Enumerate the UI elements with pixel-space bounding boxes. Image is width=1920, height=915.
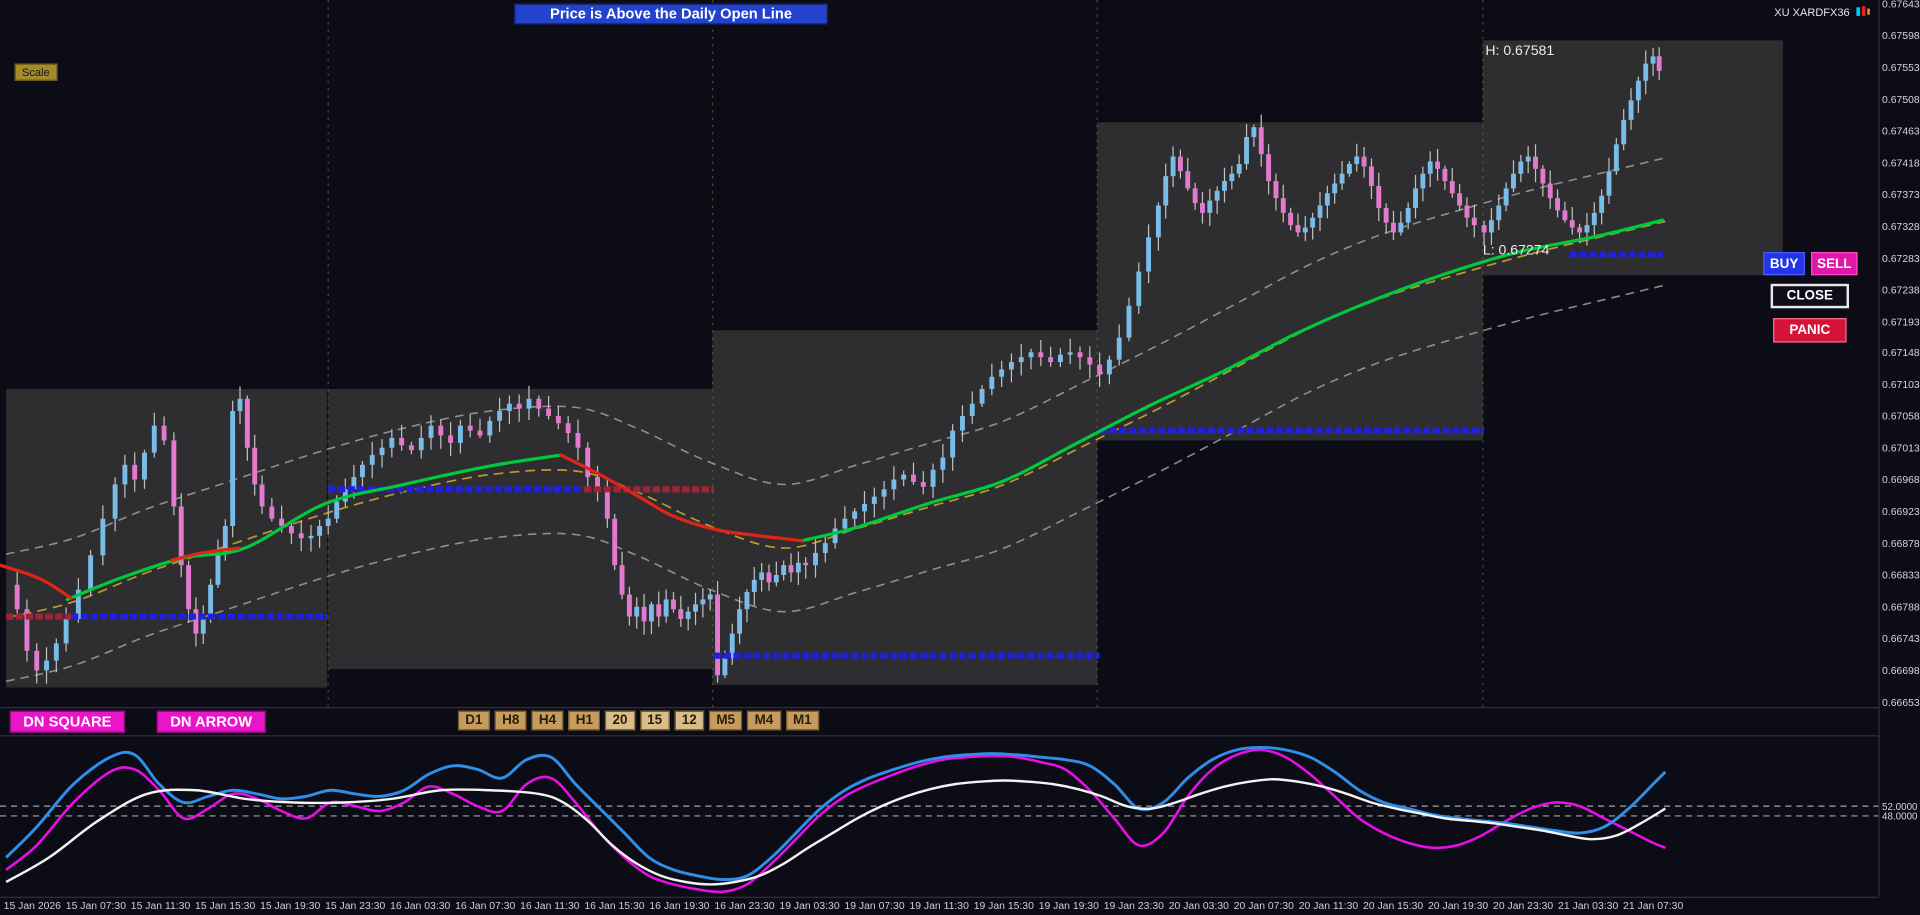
time-tick: 15 Jan 11:30 [130, 899, 191, 912]
price-tick: 0.66743 [1882, 632, 1920, 645]
timeframe-button-20[interactable]: 20 [605, 710, 635, 731]
price-tick: 0.66833 [1882, 569, 1920, 582]
price-tick: 0.67328 [1882, 219, 1920, 233]
timeframe-button-h1[interactable]: H1 [568, 710, 601, 731]
panic-button[interactable]: PANIC [1773, 318, 1847, 343]
price-tick: 0.66923 [1882, 505, 1920, 518]
time-tick: 16 Jan 23:30 [714, 899, 775, 912]
dn-square-button[interactable]: DN SQUARE [9, 710, 125, 733]
timeframe-button-m4[interactable]: M4 [747, 710, 781, 731]
time-tick: 16 Jan 11:30 [520, 899, 580, 912]
timeframe-button-15[interactable]: 15 [639, 710, 670, 731]
time-tick: 15 Jan 23:30 [325, 899, 386, 912]
oscillator-level-label: 48.0000 [1882, 811, 1918, 823]
price-axis[interactable]: 0.67643 0.67598 0.67553 0.67508 0.67463 0.674… [1882, 0, 1920, 708]
price-tick: 0.67283 [1882, 251, 1920, 264]
price-tick: 0.67013 [1882, 442, 1920, 455]
price-tick: 0.67238 [1882, 283, 1920, 296]
price-tick: 0.67103 [1882, 378, 1920, 391]
time-tick: 20 Jan 07:30 [1233, 899, 1294, 912]
timeframe-toolbar: D1 H8 H4 H1 20 15 12 M5 M4 M1 [457, 710, 819, 731]
daily-open-banner: Price is Above the Daily Open Line [514, 3, 828, 25]
sell-button[interactable]: SELL [1811, 251, 1858, 276]
time-tick: 15 Jan 15:30 [195, 899, 256, 912]
price-tick: 0.67148 [1882, 346, 1920, 360]
price-tick: 0.66653 [1882, 696, 1920, 709]
symbol-label: XU XARDFX36 [1774, 5, 1870, 18]
close-button[interactable]: CLOSE [1770, 283, 1849, 309]
time-tick: 19 Jan 23:30 [1103, 899, 1164, 912]
time-tick: 19 Jan 15:30 [973, 899, 1034, 912]
scale-button[interactable]: Scale [14, 63, 57, 81]
timeframe-button-m5[interactable]: M5 [708, 710, 743, 731]
price-tick: 0.67373 [1882, 188, 1920, 201]
time-tick: 16 Jan 07:30 [455, 899, 516, 912]
price-tick: 0.66878 [1882, 537, 1920, 550]
time-tick: 15 Jan 19:30 [260, 899, 321, 912]
time-tick: 19 Jan 11:30 [909, 899, 969, 912]
price-tick: 0.67193 [1882, 315, 1920, 328]
timeframe-button-12[interactable]: 12 [674, 710, 705, 731]
price-tick: 0.66968 [1882, 473, 1920, 487]
oscillator-level-label: 52.0000 [1882, 801, 1918, 813]
timeframe-button-m1[interactable]: M1 [785, 710, 819, 731]
symbol-text: XU XARDFX36 [1774, 5, 1850, 18]
separator [1878, 0, 1880, 897]
time-axis[interactable]: 15 Jan 2026 15 Jan 07:30 15 Jan 11:30 15 Ja… [4, 899, 1684, 911]
time-tick: 20 Jan 19:30 [1428, 899, 1489, 912]
time-tick: 16 Jan 19:30 [649, 899, 710, 912]
oscillator-panel[interactable] [0, 736, 1879, 896]
session-high-label: H: 0.67581 [1485, 44, 1555, 59]
time-tick: 20 Jan 11:30 [1298, 899, 1359, 912]
time-tick: 15 Jan 07:30 [65, 899, 126, 912]
time-tick: 20 Jan 03:30 [1168, 899, 1229, 912]
session-low-label: L: 0.67274 [1482, 243, 1550, 259]
time-tick: 19 Jan 07:30 [844, 899, 905, 912]
separator [0, 735, 1879, 737]
time-tick: 19 Jan 03:30 [779, 899, 840, 912]
timeframe-button-h4[interactable]: H4 [531, 710, 564, 731]
candlestick-chart[interactable] [0, 0, 1878, 708]
price-tick: 0.67463 [1882, 124, 1920, 137]
buy-button[interactable]: BUY [1763, 251, 1805, 276]
price-tick: 0.67643 [1882, 0, 1920, 10]
time-tick: 15 Jan 2026 [3, 899, 61, 912]
price-tick: 0.66788 [1882, 600, 1920, 614]
timeframe-button-d1[interactable]: D1 [457, 710, 490, 731]
price-tick: 0.67598 [1882, 29, 1920, 42]
time-tick: 20 Jan 15:30 [1363, 899, 1424, 912]
separator [0, 896, 1879, 898]
separator [0, 707, 1879, 709]
time-tick: 21 Jan 07:30 [1623, 899, 1684, 912]
dn-arrow-button[interactable]: DN ARROW [156, 710, 266, 733]
timeframe-button-h8[interactable]: H8 [494, 710, 527, 731]
price-tick: 0.67058 [1882, 410, 1920, 423]
time-tick: 16 Jan 15:30 [584, 899, 645, 912]
price-tick: 0.67553 [1882, 61, 1920, 74]
price-tick: 0.67418 [1882, 156, 1920, 169]
time-tick: 21 Jan 03:30 [1558, 899, 1619, 912]
time-tick: 16 Jan 03:30 [390, 899, 451, 912]
time-tick: 19 Jan 19:30 [1038, 899, 1099, 912]
symbol-icon [1855, 6, 1870, 16]
price-tick: 0.66698 [1882, 664, 1920, 677]
time-tick: 20 Jan 23:30 [1493, 899, 1554, 912]
price-tick: 0.67508 [1882, 92, 1920, 106]
